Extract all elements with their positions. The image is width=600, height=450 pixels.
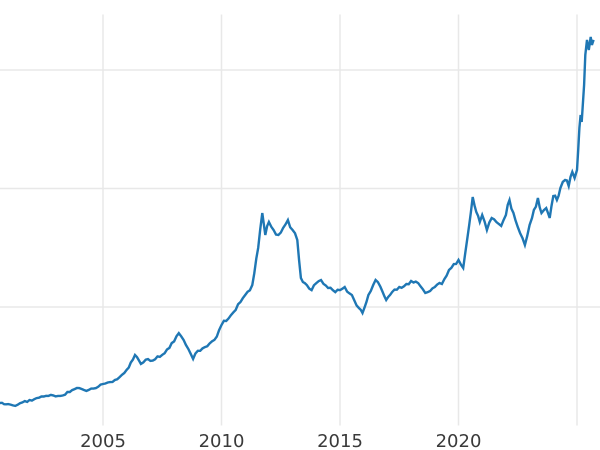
price-series — [0, 36, 595, 408]
x-axis-tick-labels: 2005 2010 2015 2020 — [80, 431, 481, 450]
x-tick-2015: 2015 — [317, 431, 363, 450]
grid-lines — [0, 14, 600, 426]
price-line — [0, 36, 595, 408]
x-tick-2005: 2005 — [80, 431, 126, 450]
x-tick-2020: 2020 — [436, 431, 482, 450]
x-tick-2010: 2010 — [199, 431, 245, 450]
